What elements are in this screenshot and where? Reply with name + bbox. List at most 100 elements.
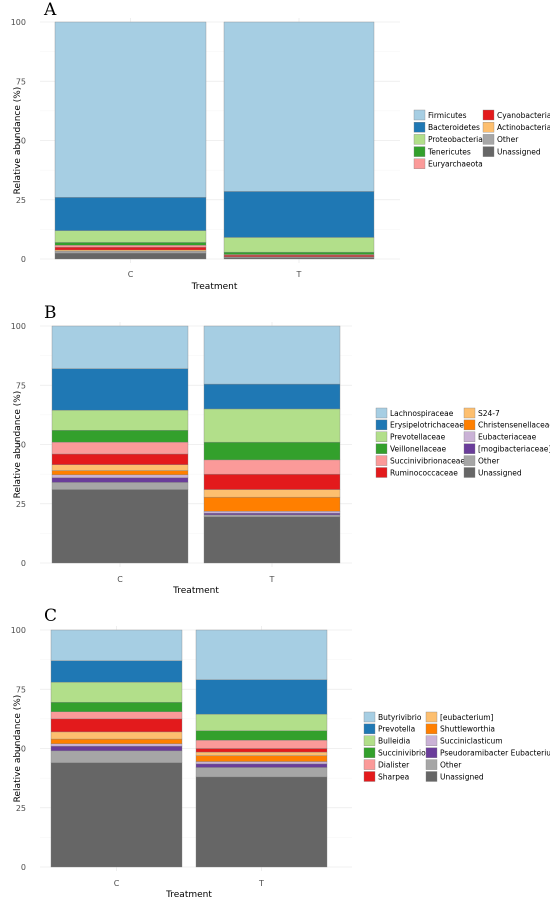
bar-segment-t-ruminococcaceae <box>203 473 341 490</box>
bar-segment-t-bacteroidetes <box>223 191 375 238</box>
y-axis-title: Relative abundance (%) <box>13 87 23 195</box>
legend-key <box>363 759 376 770</box>
x-axis-title: Treatment <box>172 586 219 596</box>
y-tick-label: 50 <box>16 441 26 450</box>
y-tick-label: 75 <box>16 77 26 86</box>
legend-key <box>375 455 388 466</box>
legend-label: Proteobacteria <box>428 135 483 144</box>
x-tick-label: C <box>128 270 134 279</box>
legend-key <box>363 723 376 735</box>
legend: Butyrivibrio Prevotella Bulleidia Succinivi… <box>363 711 550 782</box>
legend-key <box>463 407 476 419</box>
legend-label: Bacteroidetes <box>428 123 480 132</box>
legend-label: Succinivibrionaceae <box>390 456 465 465</box>
legend-label: Cyanobacteria <box>497 111 550 120</box>
bar-segment-c-bacteroidetes <box>54 197 207 231</box>
chart-panel-c: C C T 0 25 50 75 100 Treatment Relative abundance… <box>11 606 550 900</box>
legend-key <box>463 455 476 466</box>
legend-key <box>482 122 495 133</box>
bar-segment-c-cyanobacteria <box>54 246 207 251</box>
bar-segment-c-dialister <box>50 711 183 720</box>
legend-key <box>375 431 388 442</box>
bar-segment-t-sharpea <box>195 748 328 753</box>
bar-segment-c-bulleidia <box>50 681 183 703</box>
bar-segment-t-succinivibrionaceae <box>203 459 341 475</box>
legend-key <box>413 134 426 145</box>
bar-segment-t-other <box>195 767 328 778</box>
legend-key <box>363 711 376 723</box>
y-axis-title: Relative abundance (%) <box>13 391 23 499</box>
legend-label: Dialister <box>378 760 410 769</box>
legend-label: Butyrivibrio <box>378 713 422 722</box>
legend-label: Prevotellaceae <box>390 433 446 442</box>
legend-key <box>375 407 388 419</box>
bar-segment-c-other <box>50 750 183 763</box>
legend-label: Eubacteriaceae <box>478 433 537 442</box>
chart-panel-b: B C T 0 25 50 75 100 Treatment Relative abundance… <box>11 303 550 596</box>
legend-label: [mogibacteriaceae] <box>478 445 550 454</box>
panel-label: C <box>44 606 57 626</box>
legend-key <box>375 467 388 478</box>
bar-segment-c-tenericutes <box>54 242 207 246</box>
bar-segment-t-bulleidia <box>195 713 328 731</box>
bar-segment-t-prevotella <box>195 679 328 715</box>
legend-key <box>482 134 495 145</box>
bar-segment-c-euryarchaeota <box>54 245 207 248</box>
y-tick-label: 0 <box>21 255 26 264</box>
bar-segment-t-veillonellaceae <box>203 441 341 461</box>
legend-key <box>425 747 438 758</box>
panel-label: B <box>44 303 57 323</box>
bar-segment-c-succinivibrio <box>50 702 183 712</box>
bar-segment-c-eubacteriaceae <box>51 474 189 478</box>
bar-segment-t-unassigned <box>203 516 341 564</box>
legend-label: Erysipelotrichaceae <box>390 421 464 430</box>
bar-segment-t-succinivibrio <box>195 730 328 741</box>
legend-key <box>375 443 388 454</box>
legend-key <box>363 735 376 746</box>
legend-label: Firmicutes <box>428 111 467 120</box>
legend-key <box>482 146 495 157</box>
y-tick-label: 25 <box>16 500 26 509</box>
y-tick-label: 100 <box>11 626 26 635</box>
legend-label: Unassigned <box>478 468 522 477</box>
x-tick-label: T <box>296 270 302 279</box>
bar-segment-c-lachnospiraceae <box>51 325 189 369</box>
bar-segment-c-succinivibrionaceae <box>51 441 189 455</box>
x-tick-label: C <box>117 575 123 584</box>
y-tick-label: 0 <box>21 863 26 872</box>
bar-segment-t-cyanobacteria <box>223 255 375 257</box>
bar-segment-c-other <box>51 482 189 490</box>
bar-segment-c-prevotellaceae <box>51 409 189 431</box>
bar-segment-c-other <box>54 251 207 254</box>
bar-segment-t-butyrivibrio <box>195 629 328 680</box>
legend-label: Succinivibrio <box>378 749 426 758</box>
legend-key <box>425 759 438 770</box>
bar-segment-c-shuttleworthia <box>50 738 183 744</box>
legend-label: Succiniclasticum <box>440 737 503 746</box>
legend-key <box>363 747 376 758</box>
legend: Lachnospiraceae Erysipelotrichaceae Prevot… <box>375 407 550 478</box>
bar-segment-c-firmicutes <box>54 21 207 198</box>
bar-segment-c-veillonellaceae <box>51 430 189 443</box>
legend-key <box>413 146 426 157</box>
y-tick-label: 75 <box>16 381 26 390</box>
bar-segment-t-succiniclasticum <box>195 761 328 765</box>
bar-segment-t--eubacterium- <box>195 751 328 756</box>
bar-segment-c-ruminococcaceae <box>51 453 189 465</box>
legend-label: Euryarchaeota <box>428 160 483 169</box>
bar-segment-c-prevotella <box>50 660 183 683</box>
legend-label: Prevotella <box>378 725 415 734</box>
x-axis-title: Treatment <box>165 890 212 900</box>
legend-key <box>463 467 476 478</box>
y-tick-label: 75 <box>16 685 26 694</box>
legend-key <box>463 443 476 454</box>
y-tick-label: 0 <box>21 559 26 568</box>
legend: Firmicutes Bacteroidetes Proteobacteria Ten… <box>413 109 550 169</box>
bar-segment-c-proteobacteria <box>54 230 207 243</box>
bar-segment-c-pseudoramibacter-eubacterium <box>50 745 183 752</box>
bar-segment-t-dialister <box>195 740 328 749</box>
panel-label: A <box>43 0 57 20</box>
bar-segment-c-unassigned <box>54 252 207 260</box>
bar-segment-c-erysipelotrichaceae <box>51 368 189 411</box>
